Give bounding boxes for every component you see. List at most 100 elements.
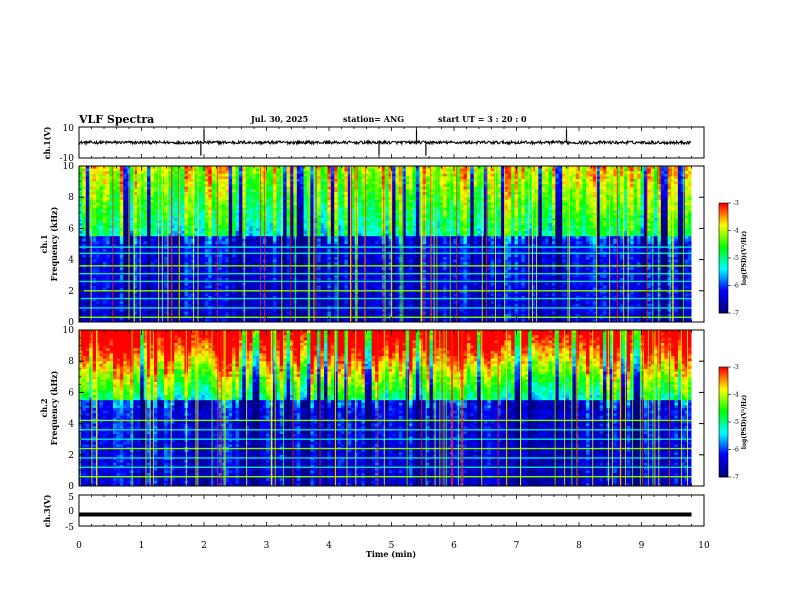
spec-cell (256, 192, 260, 195)
spec-cell (113, 195, 117, 198)
spec-cell (426, 205, 430, 208)
spec-cell (181, 205, 185, 208)
spec-cell (627, 179, 631, 182)
spec-cell (79, 184, 83, 187)
spec-cell (276, 187, 280, 190)
spec-cell (116, 197, 120, 200)
spec-cell (164, 197, 168, 200)
spec-cell (603, 176, 607, 179)
spec-cell (494, 171, 498, 174)
spec-cell (259, 174, 263, 177)
spec-cell (120, 174, 124, 177)
spec-cell (327, 176, 331, 179)
spec-cell (630, 192, 634, 195)
spec-cell (685, 176, 689, 179)
spec-cell (518, 174, 522, 177)
spec-cell (583, 171, 587, 174)
spec-cell (181, 202, 185, 205)
spec-cell (246, 205, 250, 208)
spec-cell (348, 192, 352, 195)
spec-cell (457, 171, 461, 174)
spec-cell (147, 184, 151, 187)
spec-cell (457, 169, 461, 172)
spec-cell (511, 169, 515, 172)
spec-cell (613, 179, 617, 182)
spec-cell (576, 202, 580, 205)
spec-cell (266, 195, 270, 198)
spec-cell (239, 192, 243, 195)
spec-cell (559, 200, 563, 203)
spec-cell (467, 179, 471, 182)
spec-cell (304, 205, 308, 208)
spec-cell (637, 197, 641, 200)
spec-cell (212, 184, 216, 187)
spec-cell (423, 179, 427, 182)
spec-cell (559, 202, 563, 205)
spec-cell (610, 187, 614, 190)
spec-cell (654, 197, 658, 200)
spec-cell (150, 202, 154, 205)
spec-cell (93, 184, 97, 187)
spec-cell (640, 192, 644, 195)
spec-cell (508, 187, 512, 190)
spec-cell (154, 187, 158, 190)
spec-cell (103, 205, 107, 208)
spec-cell (334, 179, 338, 182)
spec-cell (549, 182, 553, 185)
spec-cell (127, 169, 131, 172)
spec-cell (494, 192, 498, 195)
spec-cell (307, 176, 311, 179)
spec-cell (416, 169, 420, 172)
spec-cell (116, 202, 120, 205)
spec-cell (440, 200, 444, 203)
spec-cell (93, 202, 97, 205)
spec-cell (202, 197, 206, 200)
spec-cell (412, 179, 416, 182)
spec-cell (219, 205, 223, 208)
spec-cell (423, 205, 427, 208)
spec-cell (321, 205, 325, 208)
spec-cell (236, 179, 240, 182)
spec-cell (464, 192, 468, 195)
spec-cell (600, 182, 604, 185)
spec-cell (96, 174, 100, 177)
spec-cell (154, 202, 158, 205)
spec-cell (120, 192, 124, 195)
spec-cell (416, 184, 420, 187)
spec-cell (688, 184, 692, 187)
spec-cell (440, 174, 444, 177)
spec-cell (589, 195, 593, 198)
spec-cell (246, 171, 250, 174)
spec-cell (447, 171, 451, 174)
spec-cell (232, 197, 236, 200)
spec-cell (317, 187, 321, 190)
spec-cell (484, 184, 488, 187)
spec-cell (409, 174, 413, 177)
spec-cell (477, 182, 481, 185)
spec-cell (460, 195, 464, 198)
spec-cell (212, 189, 216, 192)
spec-cell (331, 187, 335, 190)
spec-cell (589, 171, 593, 174)
spec-cell (487, 202, 491, 205)
spec-cell (620, 202, 624, 205)
spec-cell (334, 189, 338, 192)
spec-cell (358, 197, 362, 200)
spec-cell (549, 200, 553, 203)
spec-cell (297, 202, 301, 205)
spec-cell (572, 184, 576, 187)
spec-cell (412, 184, 416, 187)
spec-cell (253, 200, 257, 203)
spec-cell (406, 189, 410, 192)
spec-cell (392, 171, 396, 174)
spec-cell (232, 187, 236, 190)
spec-cell (406, 200, 410, 203)
spec-cell (484, 187, 488, 190)
spec-cell (229, 200, 233, 203)
spec-cell (474, 171, 478, 174)
spec-cell (358, 192, 362, 195)
spec-cell (198, 200, 202, 203)
spec-cell (518, 171, 522, 174)
spec-cell (501, 184, 505, 187)
spec-cell (300, 184, 304, 187)
